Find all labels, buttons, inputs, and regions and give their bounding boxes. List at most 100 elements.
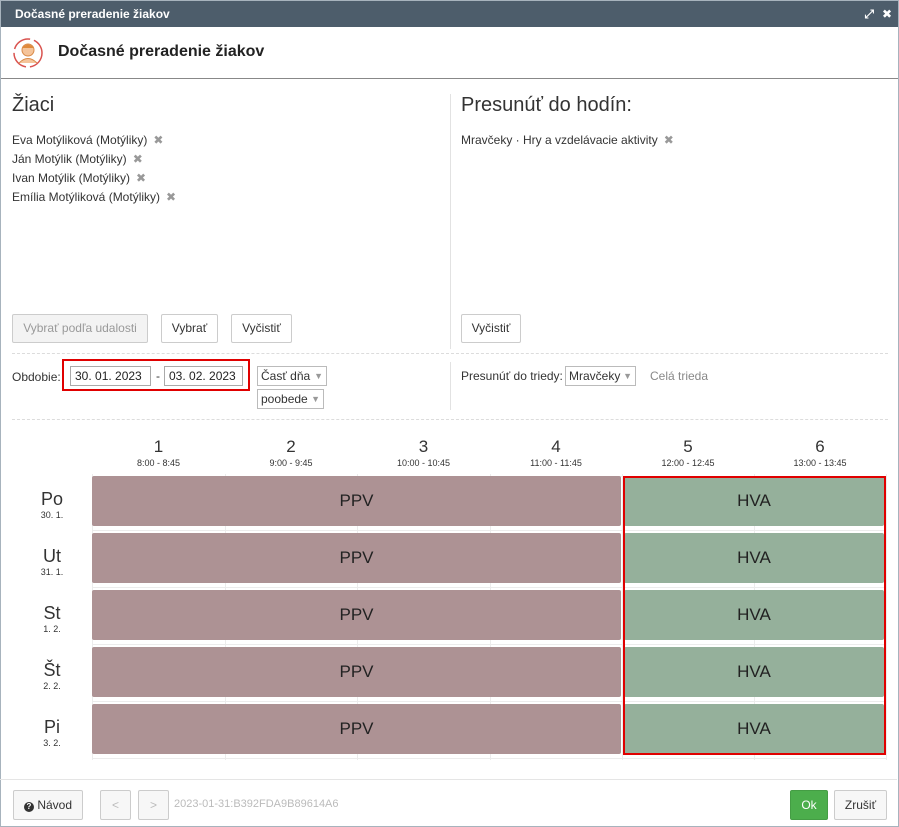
cancel-button[interactable]: Zrušiť <box>834 790 887 820</box>
remove-icon[interactable]: ✖ <box>166 190 177 204</box>
period-header: 4 11:00 - 11:45 <box>490 437 622 469</box>
grid-line <box>92 587 886 588</box>
remove-icon[interactable]: ✖ <box>132 152 143 166</box>
period-time: 9:00 - 9:45 <box>269 458 313 468</box>
help-button[interactable]: ? Návod <box>13 790 83 820</box>
date-to-input[interactable]: 03. 02. 2023 <box>164 366 243 386</box>
remove-icon[interactable]: ✖ <box>153 133 164 147</box>
lesson-block-hva[interactable]: HVA <box>624 476 884 526</box>
student-name: Eva Motýliková (Motýliky) <box>12 133 148 147</box>
move-class-label: Presunúť do triedy: <box>461 369 563 383</box>
day-name: St <box>43 603 61 623</box>
page-title: Dočasné preradenie žiakov <box>58 43 265 60</box>
students-list: Eva Motýliková (Motýliky) ✖ Ján Motýlik (M… <box>12 131 442 207</box>
period-header: 5 12:00 - 12:45 <box>622 437 754 469</box>
target-name: Mravčeky · Hry a vzdelávacie aktivity <box>461 133 658 147</box>
window-title: Dočasné preradenie žiakov <box>15 7 170 21</box>
target-list: Mravčeky · Hry a vzdelávacie aktivity ✖ <box>461 131 881 150</box>
dialog-header: Dočasné preradenie žiakov <box>1 27 898 79</box>
day-date: 30. 1. <box>40 510 64 520</box>
period-number: 4 <box>551 437 561 456</box>
lesson-block-ppv[interactable]: PPV <box>92 647 621 697</box>
target-clear-button[interactable]: Vyčistiť <box>461 314 521 343</box>
help-label: Návod <box>37 798 73 812</box>
period-header: 1 8:00 - 8:45 <box>92 437 225 469</box>
student-name: Ján Motýlik (Motýliky) <box>12 152 127 166</box>
date-separator: - <box>156 369 160 383</box>
day-name: Št <box>43 660 61 680</box>
lesson-block-hva[interactable]: HVA <box>624 533 884 583</box>
titlebar: Dočasné preradenie žiakov ⤢ ✖ <box>1 1 898 27</box>
day-label: Pi 3. 2. <box>12 716 92 748</box>
day-label: Ut 31. 1. <box>12 545 92 577</box>
close-icon[interactable]: ✖ <box>881 7 892 21</box>
day-part-value: poobede <box>261 392 308 406</box>
day-name: Po <box>40 489 64 509</box>
day-label: Po 30. 1. <box>12 488 92 520</box>
student-chip: Eva Motýliková (Motýliky) ✖ <box>12 131 442 150</box>
next-button[interactable]: > <box>138 790 169 820</box>
date-from-input[interactable]: 30. 01. 2023 <box>70 366 151 386</box>
day-date: 2. 2. <box>43 681 61 691</box>
lesson-block-ppv[interactable]: PPV <box>92 533 621 583</box>
lesson-block-hva[interactable]: HVA <box>624 590 884 640</box>
target-chip: Mravčeky · Hry a vzdelávacie aktivity ✖ <box>461 131 881 150</box>
whole-class-link[interactable]: Celá trieda <box>650 369 709 383</box>
ok-button[interactable]: Ok <box>790 790 828 820</box>
lesson-block-hva[interactable]: HVA <box>624 704 884 754</box>
student-transfer-icon <box>13 38 43 68</box>
period-time: 10:00 - 10:45 <box>396 458 451 468</box>
column-divider <box>450 94 451 349</box>
select-button[interactable]: Vybrať <box>161 314 218 343</box>
lesson-block-ppv[interactable]: PPV <box>92 476 621 526</box>
day-date: 1. 2. <box>43 624 61 634</box>
period-label: Obdobie: <box>12 370 61 384</box>
period-time: 8:00 - 8:45 <box>136 458 181 468</box>
grid-line <box>92 644 886 645</box>
lesson-block-hva[interactable]: HVA <box>624 647 884 697</box>
caret-down-icon: ▼ <box>623 371 632 381</box>
record-id: 2023-01-31:B392FDA9B89614A6 <box>174 798 339 810</box>
students-clear-button[interactable]: Vyčistiť <box>231 314 292 343</box>
remove-icon[interactable]: ✖ <box>663 133 674 147</box>
lesson-block-ppv[interactable]: PPV <box>92 704 621 754</box>
period-header: 6 13:00 - 13:45 <box>754 437 886 469</box>
period-number: 3 <box>418 437 429 456</box>
students-title: Žiaci <box>12 94 55 116</box>
student-chip: Ivan Motýlik (Motýliky) ✖ <box>12 169 442 188</box>
maximize-icon[interactable]: ⤢ <box>864 7 874 21</box>
period-number: 6 <box>815 437 825 456</box>
prev-button[interactable]: < <box>100 790 131 820</box>
student-chip: Ján Motýlik (Motýliky) ✖ <box>12 150 442 169</box>
day-label: St 1. 2. <box>12 602 92 634</box>
target-panel: Presunúť do hodín: Mravčeky · Hry a vzde… <box>461 94 881 150</box>
lesson-block-ppv[interactable]: PPV <box>92 590 621 640</box>
period-time: 12:00 - 12:45 <box>661 458 715 468</box>
select-by-event-button[interactable]: Vybrať podľa udalosti <box>12 314 148 343</box>
period-time: 11:00 - 11:45 <box>530 458 582 468</box>
day-date: 3. 2. <box>43 738 61 748</box>
target-title: Presunúť do hodín: <box>461 94 632 116</box>
dialog-footer <box>0 779 897 825</box>
day-label: Št 2. 2. <box>12 659 92 691</box>
students-panel: Žiaci Eva Motýliková (Motýliky) ✖ Ján Motý… <box>12 94 442 207</box>
day-name: Ut <box>43 546 61 566</box>
caret-down-icon: ▼ <box>311 394 320 404</box>
student-chip: Emília Motýliková (Motýliky) ✖ <box>12 188 442 207</box>
move-class-select[interactable]: Mravčeky ▼ <box>565 366 636 386</box>
day-part-select[interactable]: Časť dňa ▼ <box>257 366 327 386</box>
day-name: Pi <box>43 717 60 737</box>
remove-icon[interactable]: ✖ <box>136 171 147 185</box>
caret-down-icon: ▼ <box>314 371 323 381</box>
day-part-value-select[interactable]: poobede ▼ <box>257 389 324 409</box>
move-class-value: Mravčeky <box>569 369 621 383</box>
grid-line <box>886 474 887 760</box>
grid-line <box>622 474 623 760</box>
question-icon: ? <box>23 802 34 812</box>
day-part-label: Časť dňa <box>261 369 311 383</box>
period-header: 2 9:00 - 9:45 <box>225 437 357 469</box>
student-name: Ivan Motýlik (Motýliky) <box>12 171 131 185</box>
period-time: 13:00 - 13:45 <box>793 458 847 468</box>
period-header: 3 10:00 - 10:45 <box>357 437 490 469</box>
divider <box>12 419 888 420</box>
